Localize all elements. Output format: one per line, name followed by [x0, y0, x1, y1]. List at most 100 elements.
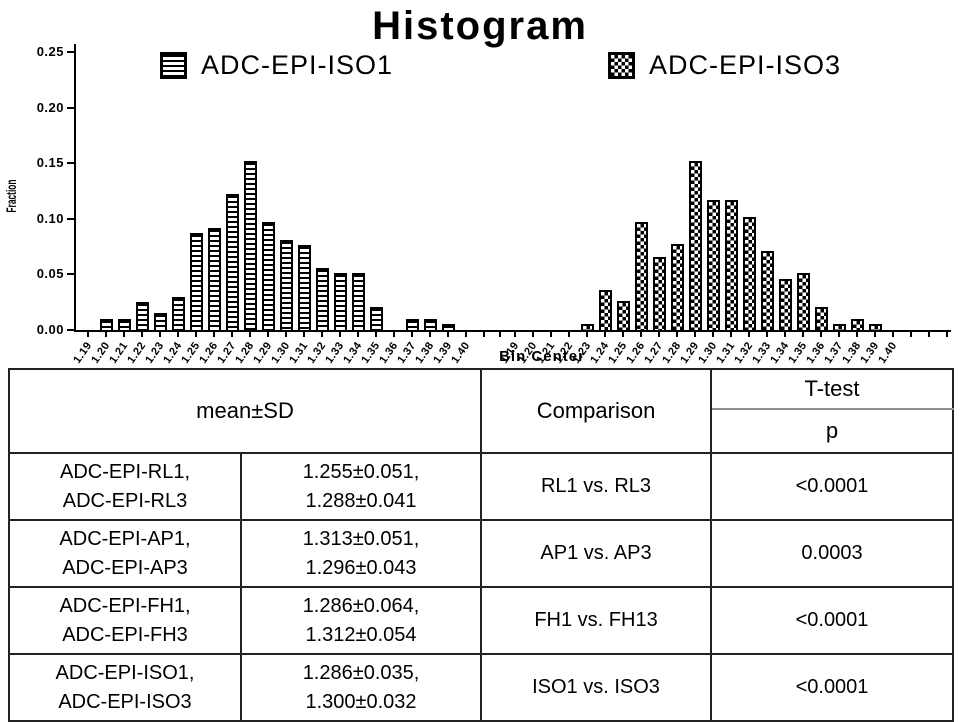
x-tick	[339, 332, 341, 337]
x-tick	[856, 332, 858, 337]
x-tick	[712, 332, 714, 337]
bar-adc-epi-iso1-1.24	[172, 297, 185, 330]
y-axis-label: Fraction	[3, 179, 19, 213]
y-tick-label: 0.00	[36, 322, 64, 337]
y-tick-label: 0.20	[36, 99, 64, 115]
x-tick	[87, 332, 89, 337]
cell-sequence-names-line: ADC-EPI-AP1,	[59, 527, 191, 550]
x-tick	[465, 332, 467, 337]
histogram-chart: Histogram ADC-EPI-ISO1 ADC-EPI-ISO3 Frac…	[3, 4, 951, 366]
y-tick	[67, 329, 75, 331]
cell-comparison: FH1 vs. FH13	[480, 586, 713, 655]
cell-sequence-names: ADC-EPI-RL1, ADC-EPI-RL3	[8, 452, 242, 521]
legend-label-iso1: ADC-EPI-ISO1	[201, 50, 394, 80]
stats-table: mean±SD Comparison T-test p ADC-EPI-RL1,…	[7, 368, 955, 722]
x-tick	[321, 332, 323, 337]
bar-adc-epi-iso3-1.39	[869, 324, 882, 330]
cell-mean-sd-values: 1.286±0.064, 1.312±0.054	[239, 586, 483, 655]
legend-item-iso3: ADC-EPI-ISO3	[608, 50, 841, 81]
cell-sequence-names-line: ADC-EPI-ISO3	[58, 690, 192, 713]
x-tick	[249, 332, 251, 337]
x-tick	[267, 332, 269, 337]
bar-adc-epi-iso1-1.22	[136, 302, 149, 330]
x-tick	[640, 332, 642, 337]
x-tick	[123, 332, 125, 337]
cell-mean-sd-values-line: 1.313±0.051,	[302, 527, 420, 550]
x-tick	[748, 332, 750, 337]
x-tick	[447, 332, 449, 337]
x-tick	[802, 332, 804, 337]
legend-item-iso1: ADC-EPI-ISO1	[160, 50, 393, 81]
x-tick	[874, 332, 876, 337]
bar-adc-epi-iso3-1.30	[707, 200, 720, 330]
x-tick	[658, 332, 660, 337]
header-ttest: T-test	[710, 368, 955, 410]
bar-adc-epi-iso1-1.33	[334, 273, 347, 330]
y-tick-label: 0.25	[36, 44, 64, 59]
cell-sequence-names: ADC-EPI-ISO1, ADC-EPI-ISO3	[8, 653, 242, 722]
x-tick	[838, 332, 840, 337]
bar-adc-epi-iso3-1.26	[635, 222, 648, 330]
table-row: ADC-EPI-ISO1, ADC-EPI-ISO3 1.286±0.035, 1.3…	[8, 653, 955, 722]
x-tick	[892, 332, 894, 337]
stats-table-header: mean±SD Comparison T-test p	[7, 368, 955, 454]
y-tick-label: 0.15	[36, 155, 64, 171]
y-tick-label: 0.05	[36, 266, 64, 282]
cell-mean-sd-values-line: 1.288±0.041	[305, 489, 417, 512]
bar-adc-epi-iso1-1.29	[262, 222, 275, 330]
bar-adc-epi-iso1-1.34	[352, 273, 365, 330]
x-tick	[499, 332, 501, 337]
cell-sequence-names: ADC-EPI-AP1, ADC-EPI-AP3	[8, 519, 242, 588]
table-row: ADC-EPI-AP1, ADC-EPI-AP3 1.313±0.051, 1.296…	[8, 519, 955, 588]
y-tick	[67, 106, 75, 109]
x-tick	[730, 332, 732, 337]
cell-comparison: ISO1 vs. ISO3	[480, 653, 713, 722]
bar-adc-epi-iso1-1.21	[118, 319, 131, 330]
x-tick	[483, 332, 485, 337]
bar-adc-epi-iso1-1.31	[298, 245, 311, 330]
cell-p-value: 0.0003	[710, 519, 955, 588]
cell-sequence-names-line: ADC-EPI-RL1,	[59, 460, 191, 483]
legend-label-iso3: ADC-EPI-ISO3	[649, 50, 842, 80]
legend-swatch-hlines-icon	[160, 52, 187, 79]
bar-adc-epi-iso3-1.32	[743, 217, 756, 330]
x-tick	[604, 332, 606, 337]
cell-mean-sd-values-line: 1.312±0.054	[305, 623, 417, 646]
bar-adc-epi-iso1-1.38	[424, 319, 437, 330]
x-axis-line	[74, 330, 951, 332]
table-row: ADC-EPI-FH1, ADC-EPI-FH3 1.286±0.064, 1.312…	[8, 586, 955, 655]
y-axis-line	[74, 44, 76, 332]
cell-mean-sd-values: 1.286±0.035, 1.300±0.032	[239, 653, 483, 722]
bar-adc-epi-iso3-1.38	[851, 319, 864, 330]
x-tick	[177, 332, 179, 337]
bar-adc-epi-iso1-1.26	[208, 228, 221, 330]
bar-adc-epi-iso1-1.23	[154, 313, 167, 330]
x-tick	[820, 332, 822, 337]
x-tick	[550, 332, 552, 337]
x-tick	[622, 332, 624, 337]
cell-comparison: RL1 vs. RL3	[480, 452, 713, 521]
x-tick	[375, 332, 377, 337]
header-mean-sd: mean±SD	[7, 368, 483, 454]
x-tick	[231, 332, 233, 337]
x-tick	[928, 332, 930, 337]
y-tick	[67, 273, 75, 276]
cell-mean-sd-values-line: 1.255±0.051,	[302, 460, 420, 483]
chart-title: Histogram	[372, 4, 588, 48]
cell-sequence-names-line: ADC-EPI-RL3	[62, 489, 188, 512]
bar-adc-epi-iso3-1.23	[581, 324, 594, 330]
cell-mean-sd-values-line: 1.296±0.043	[305, 556, 417, 579]
cell-sequence-names-line: ADC-EPI-AP3	[62, 556, 188, 579]
bar-adc-epi-iso3-1.34	[779, 279, 792, 330]
x-tick	[411, 332, 413, 337]
bar-adc-epi-iso3-1.35	[797, 273, 810, 330]
bar-adc-epi-iso3-1.36	[815, 307, 828, 330]
x-tick	[141, 332, 143, 337]
cell-p-value: <0.0001	[710, 452, 955, 521]
x-tick	[910, 332, 912, 337]
x-tick	[766, 332, 768, 337]
bar-adc-epi-iso3-1.31	[725, 200, 738, 330]
header-comparison: Comparison	[480, 368, 713, 454]
x-tick	[213, 332, 215, 337]
